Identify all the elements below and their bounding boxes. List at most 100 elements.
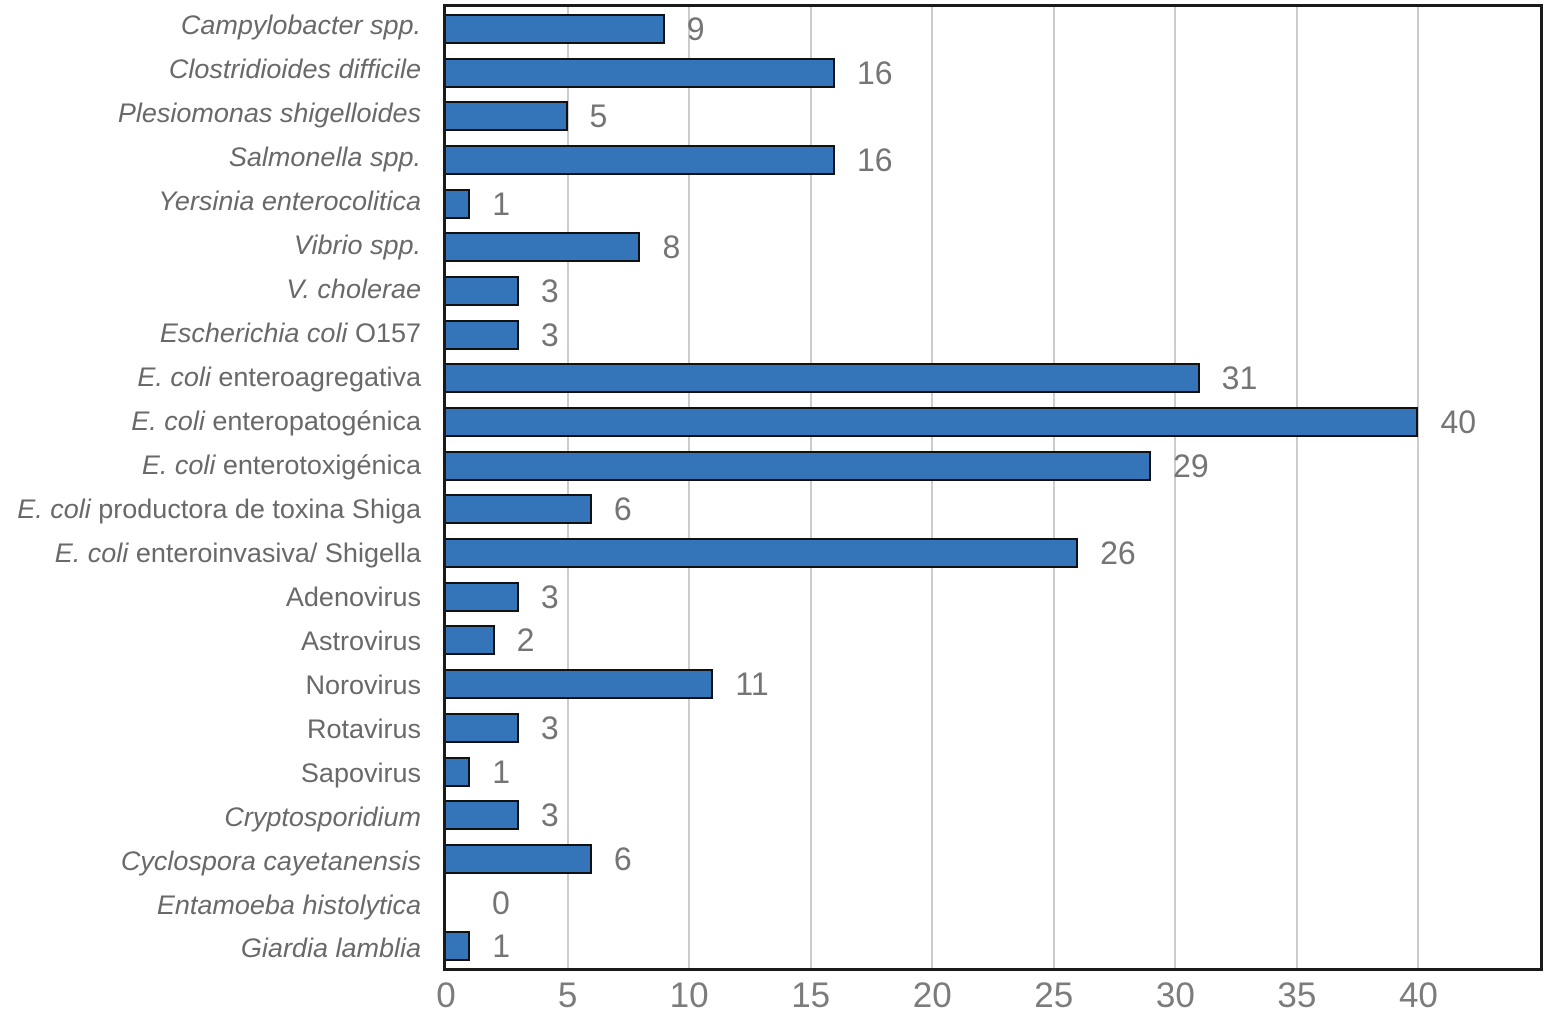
bar bbox=[446, 538, 1079, 569]
chart-rows: 9 16 5 16 1 8 3 3 31 40 29 6 26 3 2 11 3 1 3 6 0 1 bbox=[446, 7, 1540, 968]
category-label-part: Astrovirus bbox=[300, 625, 421, 656]
category-label: Escherichia coli O157 bbox=[0, 312, 432, 356]
bar-row: 31 bbox=[446, 357, 1540, 401]
bar bbox=[446, 931, 471, 962]
bar bbox=[446, 188, 471, 219]
category-label: Giardia lamblia bbox=[0, 927, 432, 971]
category-label-part: E. coli bbox=[141, 450, 216, 480]
bar-row: 1 bbox=[446, 182, 1540, 226]
bar-row: 1 bbox=[446, 924, 1540, 968]
bar-value-label: 8 bbox=[662, 229, 681, 266]
gridlines bbox=[446, 7, 1540, 968]
category-label-part: Cyclospora cayetanensis bbox=[120, 845, 421, 876]
bar bbox=[446, 581, 519, 612]
category-label-part: E. coli bbox=[131, 406, 205, 437]
bar-value-label: 6 bbox=[613, 840, 632, 877]
bar-row: 3 bbox=[446, 575, 1540, 619]
category-label: Yersinia enterocolitica bbox=[0, 180, 432, 224]
category-label: Clostridioides difficile bbox=[0, 48, 432, 92]
bar-row: 5 bbox=[446, 94, 1540, 138]
bar-row: 11 bbox=[446, 662, 1540, 706]
category-label-part: Norovirus bbox=[305, 669, 421, 700]
category-label-part: Clostridioides difficile bbox=[168, 54, 421, 85]
gridline bbox=[688, 7, 691, 968]
category-label-part: enteroinvasiva/ Shigella bbox=[128, 537, 421, 568]
category-label: Entamoeba histolytica bbox=[0, 883, 432, 927]
bar bbox=[446, 712, 519, 743]
category-label-part: Yersinia enterocolitica bbox=[158, 186, 421, 217]
bar-value-label: 26 bbox=[1100, 535, 1136, 572]
category-label-part: enteropatogénica bbox=[204, 406, 421, 437]
bar-row: 6 bbox=[446, 488, 1540, 532]
gridline bbox=[1295, 7, 1298, 968]
bar-row: 16 bbox=[446, 51, 1540, 95]
category-label: E. coli enterotoxigénica bbox=[0, 444, 432, 488]
bar bbox=[446, 625, 495, 656]
bar-row: 3 bbox=[446, 793, 1540, 837]
category-label-part: V. cholerae bbox=[286, 274, 421, 305]
category-label-part: E. coli bbox=[54, 537, 129, 568]
bar-row: 26 bbox=[446, 531, 1540, 575]
category-label-part: Cryptosporidium bbox=[224, 801, 421, 832]
category-label-part: productora de toxina Shiga bbox=[90, 493, 421, 524]
gridline bbox=[809, 7, 812, 968]
bar bbox=[446, 843, 592, 874]
category-label-part: Adenovirus bbox=[285, 581, 421, 612]
bar-value-label: 16 bbox=[856, 141, 893, 178]
gridline bbox=[1052, 7, 1055, 968]
category-label-part: Plesiomonas shigelloides bbox=[117, 98, 421, 129]
bar-row: 3 bbox=[446, 269, 1540, 313]
gridline bbox=[1417, 7, 1420, 968]
category-label: E. coli enteropatogénica bbox=[0, 400, 432, 444]
x-tick-label: 40 bbox=[1398, 976, 1438, 1015]
bar bbox=[446, 319, 519, 350]
bar-row: 16 bbox=[446, 138, 1540, 182]
bar-row: 8 bbox=[446, 225, 1540, 269]
x-tick-label: 5 bbox=[557, 976, 578, 1015]
x-axis-ticks: 0 5 10 15 20 25 30 35 40 bbox=[436, 976, 1540, 1020]
category-label-part: Campylobacter spp. bbox=[180, 10, 421, 41]
bar-value-label: 3 bbox=[540, 797, 559, 834]
bar-value-label: 1 bbox=[492, 928, 511, 965]
bar-value-label: 1 bbox=[492, 753, 511, 790]
category-label-part: Sapovirus bbox=[300, 757, 421, 788]
bar bbox=[446, 275, 519, 306]
bar-value-label: 2 bbox=[516, 622, 535, 659]
category-label-part: Salmonella spp. bbox=[228, 142, 421, 173]
bar bbox=[446, 800, 519, 831]
bar bbox=[446, 669, 714, 700]
category-label: Salmonella spp. bbox=[0, 136, 432, 180]
x-tick-label: 20 bbox=[912, 976, 952, 1015]
category-label: Cyclospora cayetanensis bbox=[0, 839, 432, 883]
bar bbox=[446, 494, 592, 525]
category-label: E. coli productora de toxina Shiga bbox=[0, 487, 432, 531]
bar-value-label: 1 bbox=[492, 185, 511, 222]
category-labels: Campylobacter spp. Clostridioides diffici… bbox=[0, 4, 432, 971]
gridline bbox=[566, 7, 569, 968]
category-label-part: Entamoeba histolytica bbox=[156, 889, 421, 920]
category-label-part: O157 bbox=[347, 318, 421, 349]
bar bbox=[446, 144, 835, 175]
bar-value-label: 31 bbox=[1221, 360, 1258, 397]
category-label: E. coli enteroinvasiva/ Shigella bbox=[0, 531, 432, 575]
category-label-part: Vibrio spp. bbox=[293, 230, 421, 261]
category-label: Sapovirus bbox=[0, 751, 432, 795]
bar-value-label: 11 bbox=[735, 666, 769, 703]
bar-value-label: 3 bbox=[540, 316, 559, 353]
category-label: Norovirus bbox=[0, 663, 432, 707]
bar-value-label: 3 bbox=[540, 272, 559, 309]
bar-row: 1 bbox=[446, 750, 1540, 794]
category-label-part: Escherichia coli bbox=[159, 318, 348, 349]
category-label: Campylobacter spp. bbox=[0, 4, 432, 48]
category-label-part: enterotoxigénica bbox=[215, 450, 421, 480]
category-label: Astrovirus bbox=[0, 619, 432, 663]
category-label-part: Rotavirus bbox=[306, 713, 421, 744]
bar-value-label: 9 bbox=[686, 10, 705, 47]
bar-row: 3 bbox=[446, 706, 1540, 750]
bar bbox=[446, 101, 568, 132]
bar-value-label: 3 bbox=[540, 709, 559, 746]
category-label: Adenovirus bbox=[0, 575, 432, 619]
x-tick-label: 0 bbox=[436, 976, 456, 1015]
bar-row: 9 bbox=[446, 7, 1540, 51]
bar bbox=[446, 363, 1200, 394]
